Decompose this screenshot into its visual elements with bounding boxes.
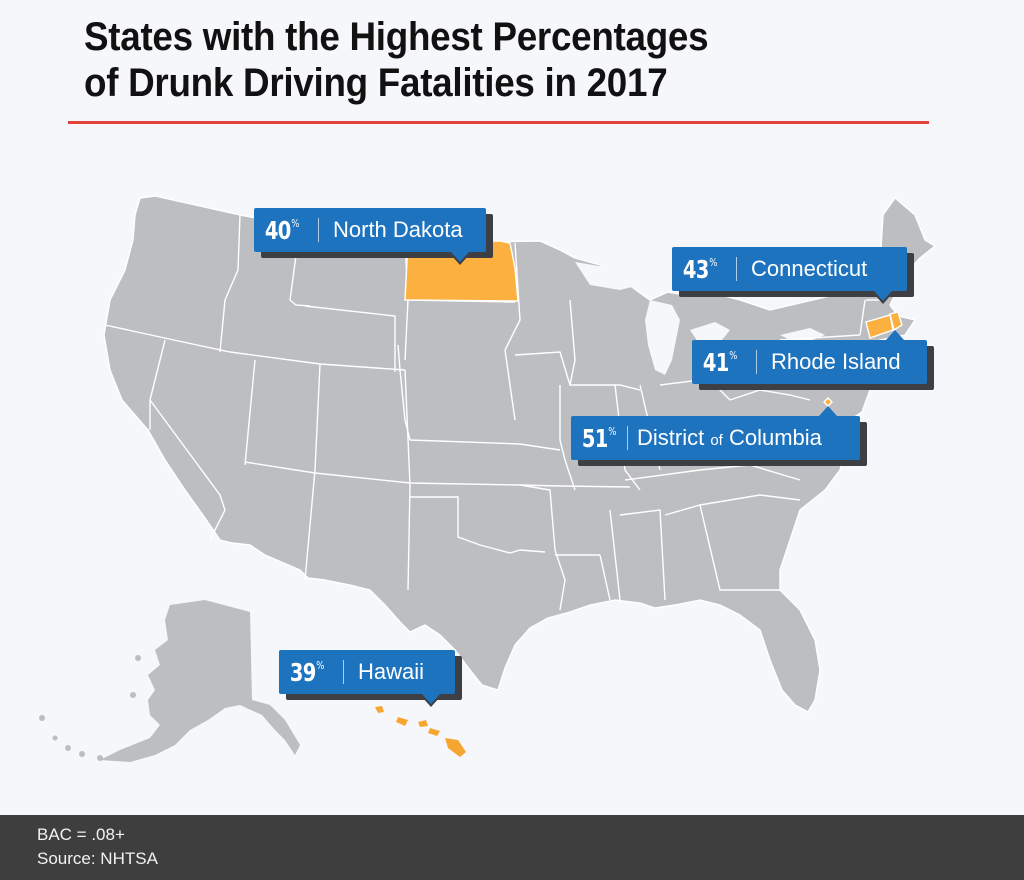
state-north-dakota	[404, 240, 519, 302]
state-label: Hawaii	[358, 659, 425, 684]
contiguous-us	[103, 195, 936, 713]
source-note: Source: NHTSA	[37, 849, 158, 868]
state-hawaii	[375, 706, 466, 757]
state-label: District of Columbia	[637, 425, 822, 450]
pointer	[422, 694, 440, 704]
pointer	[874, 291, 892, 301]
bac-note: BAC = .08+	[37, 825, 125, 844]
state-label: North Dakota	[333, 217, 463, 242]
pointer	[451, 252, 469, 262]
percent-value: 41%	[702, 347, 738, 377]
title-line-2: of Drunk Driving Fatalities in 2017	[84, 61, 668, 105]
callout-rhode-island: 41% Rhode Island	[692, 330, 927, 384]
percent-value: 39%	[289, 657, 325, 687]
us-map	[39, 195, 936, 762]
callout-north-dakota: 40% North Dakota	[254, 208, 486, 262]
pointer	[819, 406, 837, 416]
percent-value: 51%	[581, 423, 617, 453]
title-line-1: States with the Highest Percentages	[84, 15, 709, 59]
callout-district-of-columbia: 51% District of Columbia	[571, 406, 860, 460]
title-underline	[68, 121, 929, 124]
callout-hawaii: 39% Hawaii	[279, 650, 455, 704]
footer: BAC = .08+ Source: NHTSA	[0, 815, 1024, 880]
divider	[627, 426, 628, 450]
state-label: Connecticut	[751, 256, 868, 281]
divider	[736, 257, 737, 281]
divider	[343, 660, 344, 684]
callout-connecticut: 43% Connecticut	[672, 247, 907, 301]
divider	[318, 218, 319, 242]
state-label: Rhode Island	[771, 349, 901, 374]
state-alaska	[100, 600, 300, 762]
percent-value: 43%	[682, 254, 718, 284]
divider	[756, 350, 757, 374]
pointer	[886, 330, 904, 340]
page-title: States with the Highest Percentages of D…	[84, 14, 875, 106]
percent-value: 40%	[264, 215, 300, 245]
state-rhode-island	[889, 311, 903, 332]
